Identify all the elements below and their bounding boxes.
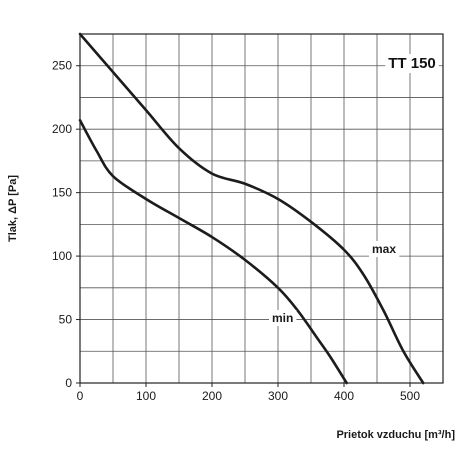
y-tick-label: 250 (52, 59, 72, 73)
x-tick-label: 300 (268, 389, 288, 403)
x-tick-label: 100 (136, 389, 156, 403)
series-line-max (78, 32, 425, 385)
series-line-min (78, 119, 348, 385)
x-tick-label: 500 (400, 389, 420, 403)
x-tick-label: 400 (334, 389, 354, 403)
label-background (269, 310, 297, 326)
x-tick-label: 0 (77, 389, 84, 403)
y-tick-label: 150 (52, 186, 72, 200)
y-axis-ticks: 0 50 100 150 200 250 (52, 59, 80, 390)
plot-frame (79, 33, 444, 384)
chart-grid (80, 34, 443, 383)
label-backgrounds (269, 54, 439, 326)
x-tick-label: 200 (202, 389, 222, 403)
y-axis-title: Tlak, ΔP [Pa] (7, 175, 19, 242)
x-axis-ticks: 0 100 200 300 400 500 (77, 383, 420, 403)
label-background (385, 54, 439, 73)
label-background (369, 241, 400, 257)
chart-curves (78, 32, 439, 385)
x-axis-title: Prietok vzduchu [m³/h] (336, 429, 455, 441)
chart-title: TT 150 (388, 55, 436, 72)
y-tick-label: 0 (65, 376, 72, 390)
series-label-min: min (272, 311, 293, 325)
y-tick-label: 200 (52, 122, 72, 136)
y-tick-label: 50 (59, 313, 73, 327)
y-tick-label: 100 (52, 249, 72, 263)
series-label-max: max (372, 242, 396, 256)
